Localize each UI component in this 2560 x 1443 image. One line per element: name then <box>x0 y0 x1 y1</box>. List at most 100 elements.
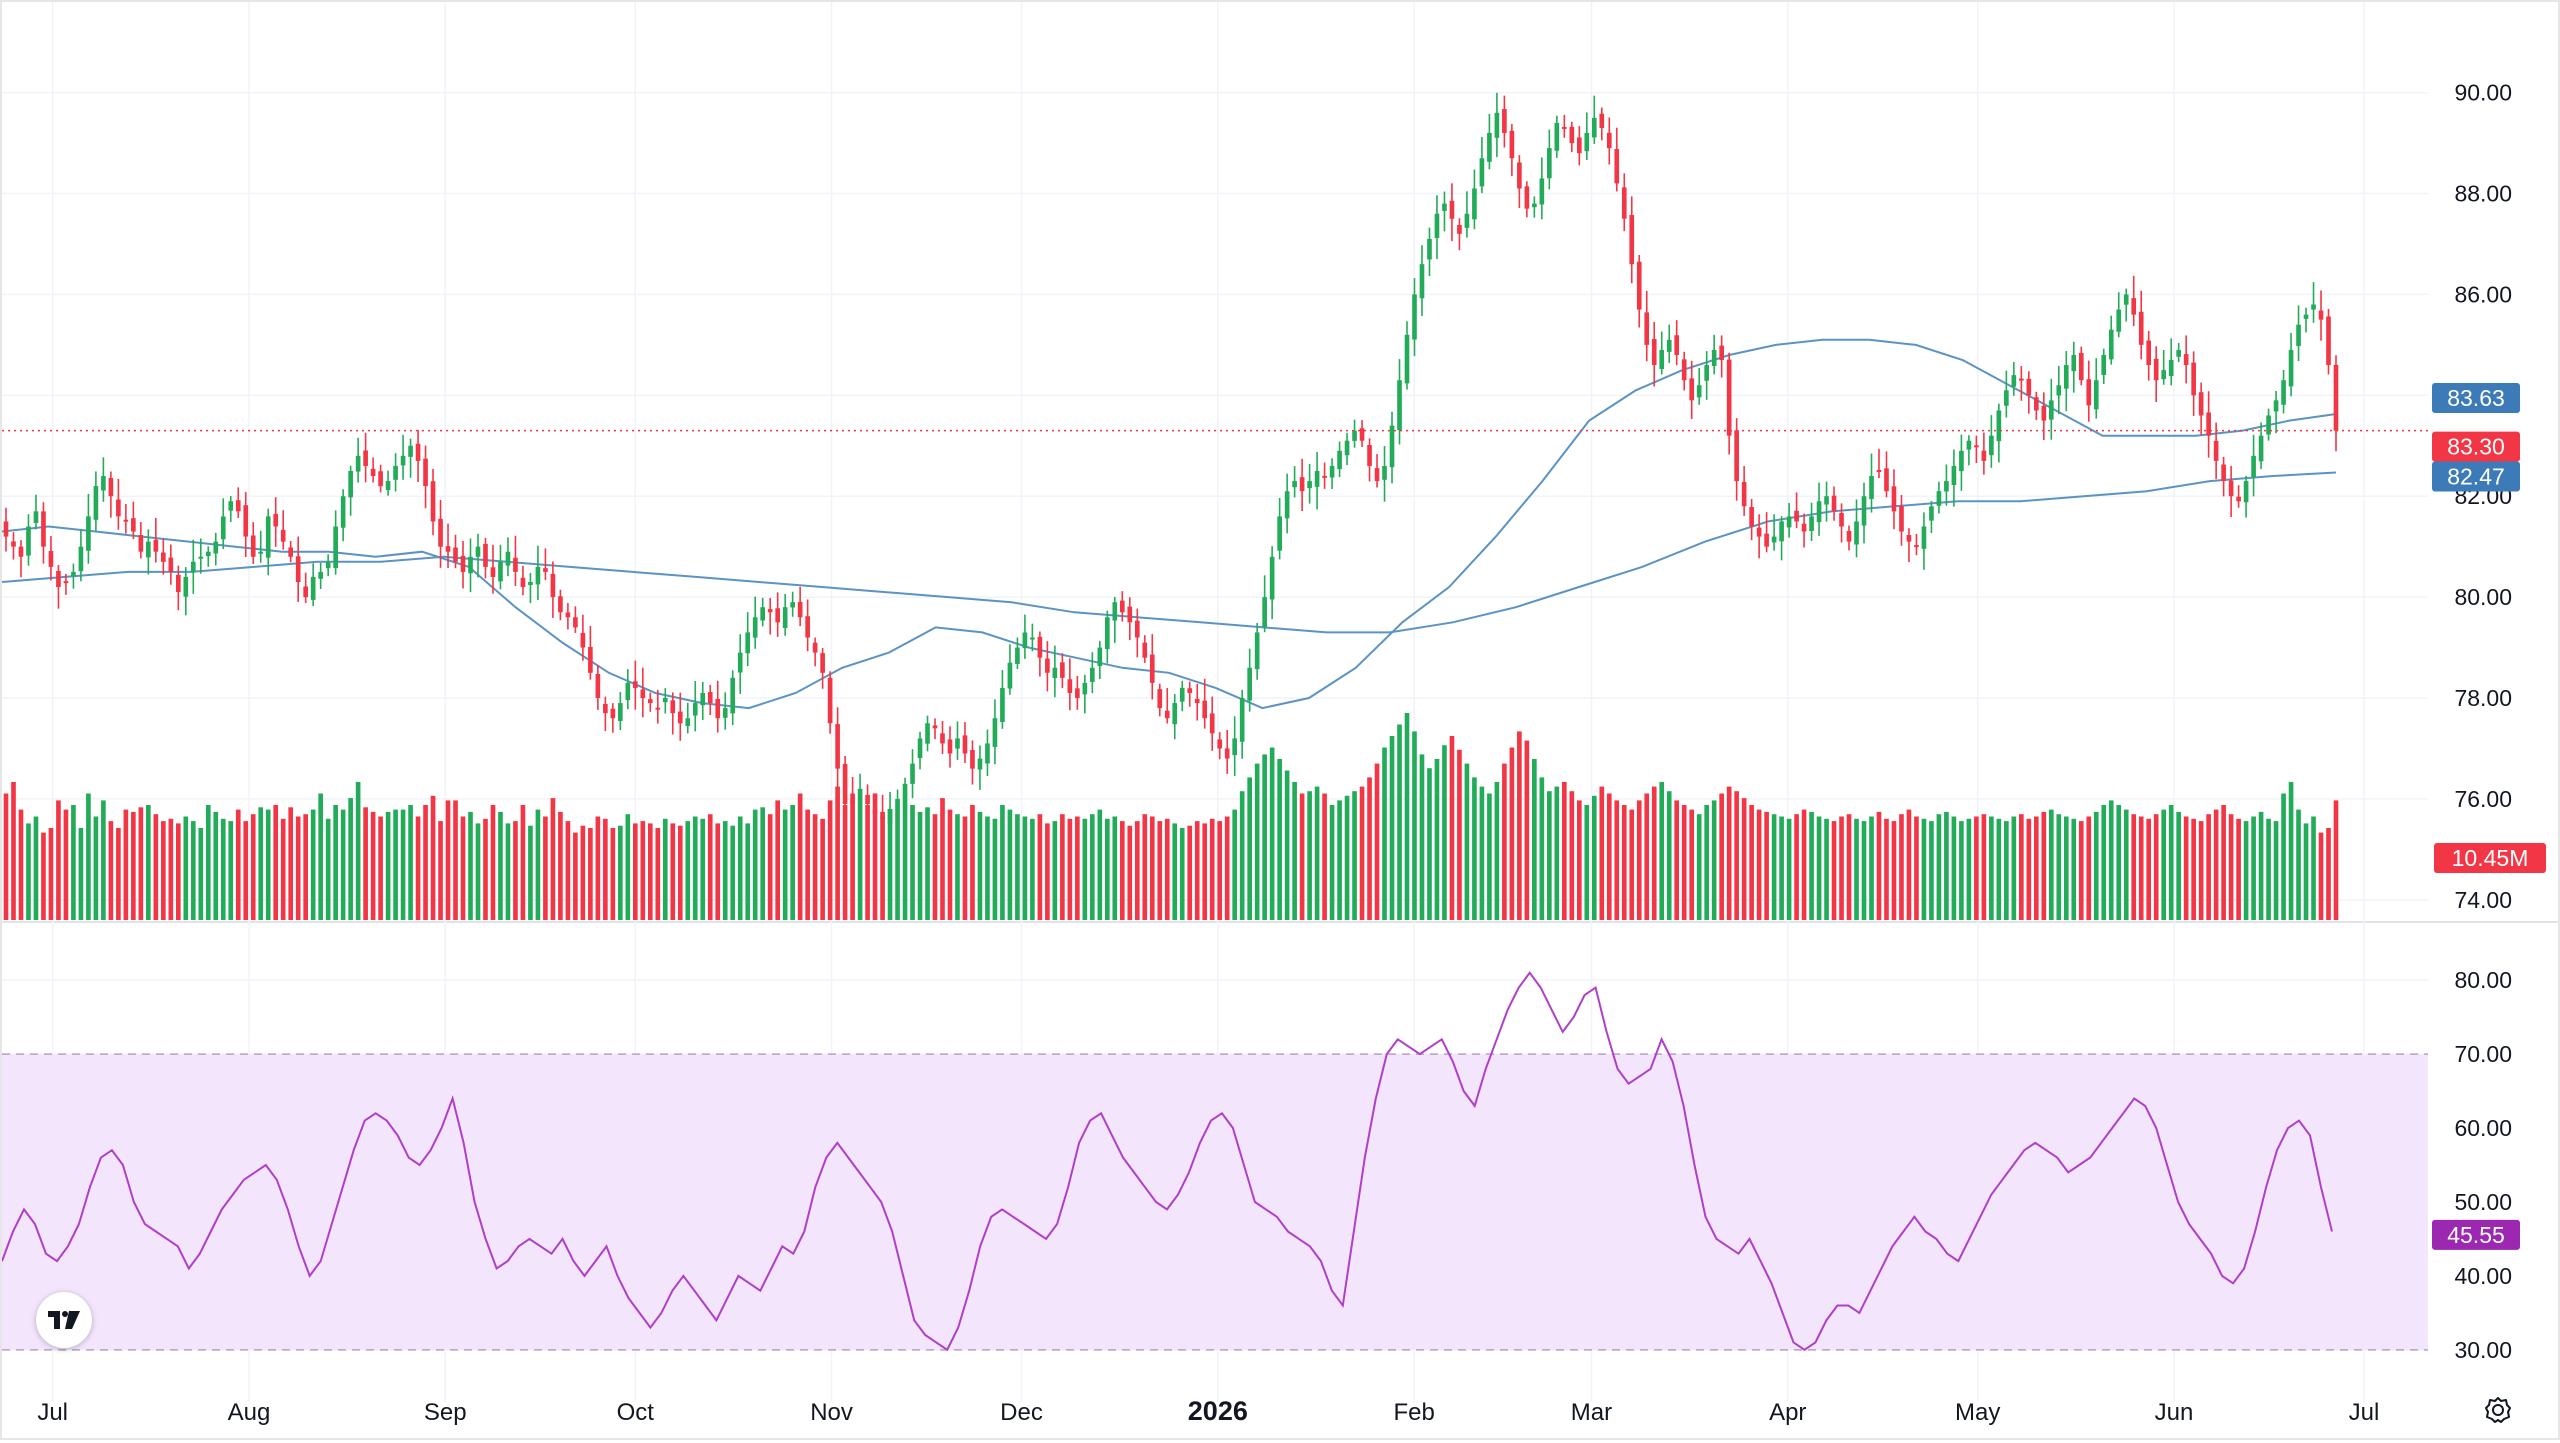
volume-bar <box>1119 821 1125 920</box>
volume-bar <box>1269 747 1275 920</box>
candle-body <box>1959 450 1964 472</box>
candle-body <box>887 809 893 824</box>
time-tick-label: 2026 <box>1188 1396 1248 1426</box>
volume-bar <box>131 811 136 920</box>
candle-body <box>595 673 601 699</box>
volume-bar <box>558 811 563 920</box>
volume-bar <box>2236 818 2241 920</box>
candle-body <box>1262 597 1267 628</box>
candle-body <box>400 455 406 466</box>
candle-body <box>1532 203 1537 208</box>
candle-body <box>1996 410 2002 442</box>
volume-bar <box>26 823 31 920</box>
candle-body <box>1367 444 1372 466</box>
volume-bar <box>730 825 736 920</box>
candle-body <box>2101 354 2107 376</box>
candle-body <box>161 552 166 562</box>
candle-body <box>408 445 413 457</box>
candle-body <box>348 471 353 498</box>
volume-bar <box>588 828 593 920</box>
candle-body <box>1644 312 1650 345</box>
tradingview-logo-icon[interactable] <box>36 1292 92 1348</box>
candle-body <box>1801 523 1807 532</box>
volume-bar <box>1337 800 1342 920</box>
volume-bar <box>1532 759 1537 920</box>
candle-body <box>483 543 488 567</box>
candle-body <box>1734 430 1739 482</box>
candle-body <box>1164 710 1170 719</box>
candle-body <box>2333 364 2339 431</box>
volume-bar <box>1509 747 1515 920</box>
candle-body <box>820 653 825 673</box>
candle-body <box>2011 375 2017 387</box>
volume-bar <box>947 809 953 920</box>
volume-bar <box>1344 795 1350 920</box>
candle-body <box>2033 397 2039 411</box>
volume-bar <box>1621 805 1627 920</box>
candle-body <box>385 481 391 491</box>
settings-gear-icon[interactable] <box>2478 1390 2518 1430</box>
volume-bar <box>1097 809 1103 920</box>
volume-bar <box>1779 816 1784 920</box>
candle-body <box>235 500 241 512</box>
volume-bar <box>1726 786 1732 920</box>
volume-bar <box>1966 818 1972 920</box>
candle-body <box>910 763 915 784</box>
volume-bar <box>228 821 234 920</box>
volume-bar <box>161 821 166 920</box>
volume-bar <box>453 800 458 920</box>
volume-bar <box>745 823 751 920</box>
volume-bar <box>408 805 413 920</box>
volume-bar <box>363 807 368 920</box>
volume-bar <box>1284 770 1290 920</box>
candle-body <box>782 607 788 628</box>
volume-bar <box>2333 800 2339 920</box>
volume-bar <box>2019 814 2024 920</box>
last-price-badge: 83.30 <box>2447 434 2505 460</box>
candle-body <box>1382 465 1387 480</box>
volume-bar <box>782 809 788 920</box>
volume-bar <box>513 821 518 920</box>
volume-bar <box>850 793 855 920</box>
candle-body <box>333 526 338 569</box>
candle-body <box>415 443 421 461</box>
volume-bar <box>647 823 653 920</box>
candle-body <box>1666 339 1672 352</box>
volume-bar <box>1884 818 1889 920</box>
volume-bar <box>2183 816 2189 920</box>
volume-bar <box>1449 736 1455 920</box>
candle-body <box>41 511 46 547</box>
candle-body <box>363 450 368 466</box>
candle-body <box>2266 415 2271 435</box>
candle-body <box>33 511 39 523</box>
candle-body <box>2019 378 2024 381</box>
candle-body <box>1419 264 1425 299</box>
candle-body <box>1404 334 1410 384</box>
candle-body <box>1284 491 1290 519</box>
candle-body <box>2071 354 2077 372</box>
rsi-line <box>1 971 2333 1352</box>
volume-bar <box>1142 814 1148 920</box>
candle-body <box>1022 632 1028 649</box>
volume-bar <box>2251 816 2256 920</box>
candle-body <box>2206 412 2211 436</box>
candle-body <box>640 689 646 699</box>
candle-body <box>1299 477 1305 492</box>
time-tick-label: Oct <box>617 1399 655 1426</box>
volume-bar <box>1082 818 1088 920</box>
volume-bar <box>1921 818 1927 920</box>
volume-bar <box>340 809 346 920</box>
volume-bar <box>2153 814 2159 920</box>
volume-bar <box>2116 805 2122 920</box>
rsi-polyline <box>1 971 2333 1352</box>
volume-bar <box>573 832 578 920</box>
candle-body <box>453 547 458 562</box>
candle-body <box>310 576 316 600</box>
candle-body <box>1936 491 1942 506</box>
candle-body <box>2213 440 2219 461</box>
settings-gear-glyph <box>2485 1397 2511 1423</box>
volume-bar <box>752 809 758 920</box>
candle-body <box>2116 309 2122 332</box>
